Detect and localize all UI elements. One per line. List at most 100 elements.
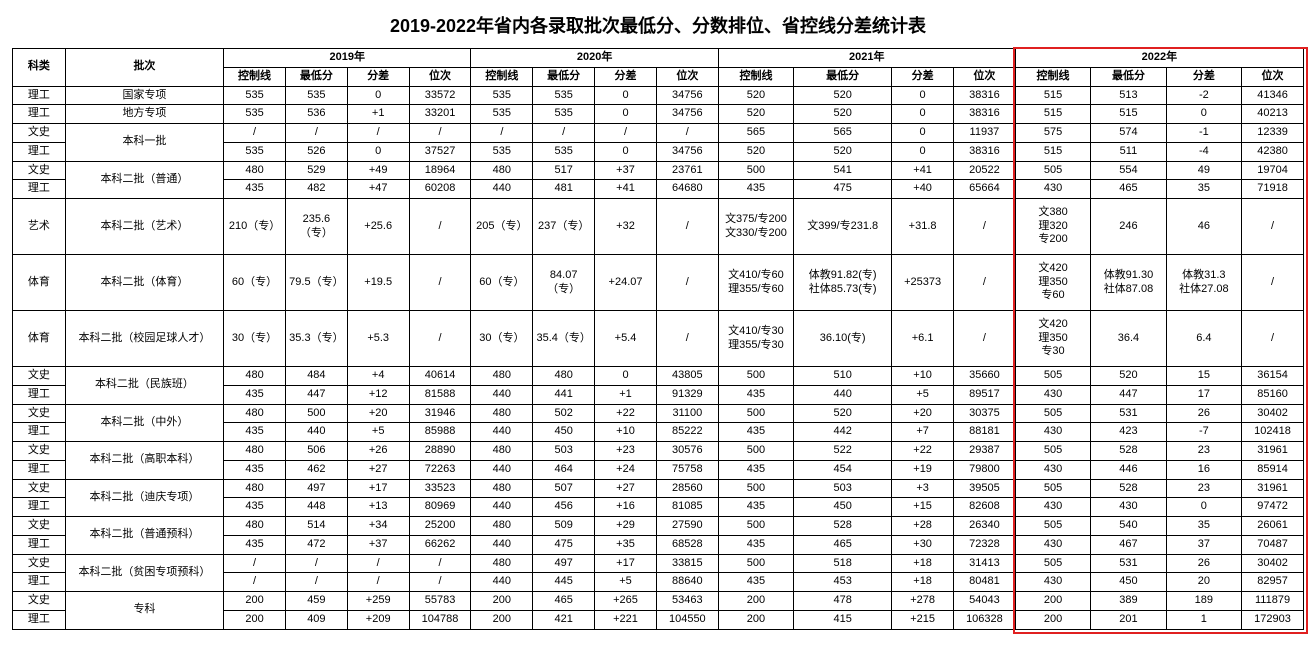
cell-value: 210（专） [224, 199, 286, 255]
cell-value: / [347, 573, 409, 592]
cell-value: 529 [285, 161, 347, 180]
cell-value: 441 [533, 385, 595, 404]
cell-value: 440 [471, 573, 533, 592]
cell-value: 517 [533, 161, 595, 180]
cell-value: 体教91.82(专)社体85.73(专) [794, 255, 892, 311]
cell-value: 480 [471, 404, 533, 423]
cell-value: +37 [347, 535, 409, 554]
table-row: 体育本科二批（体育）60（专）79.5（专）+19.5/60（专）84.07（专… [13, 255, 1304, 311]
cell-value: +20 [892, 404, 954, 423]
cell-batch: 本科二批（校园足球人才） [65, 311, 223, 367]
cell-value: 30402 [1242, 554, 1304, 573]
table-wrap: 科类 批次 2019年 2020年 2021年 2022年 控制线最低分分差位次… [12, 48, 1304, 630]
cell-value: 482 [285, 180, 347, 199]
cell-value: +19 [892, 460, 954, 479]
cell-value: 0 [892, 105, 954, 124]
cell-batch: 本科二批（贫困专项预科） [65, 554, 223, 592]
cell-subject: 理工 [13, 385, 66, 404]
cell-value: 459 [285, 592, 347, 611]
cell-value: 38316 [954, 142, 1016, 161]
cell-value: 27590 [656, 517, 718, 536]
cell-value: / [954, 311, 1016, 367]
table-row: 理工国家专项5355350335725355350347565205200383… [13, 86, 1304, 105]
cell-value: +20 [347, 404, 409, 423]
cell-value: 200 [718, 610, 793, 629]
cell-value: 435 [224, 535, 286, 554]
th-sub: 位次 [1242, 67, 1304, 86]
cell-value: 37527 [409, 142, 471, 161]
cell-value: 23 [1166, 442, 1241, 461]
cell-value: 528 [794, 517, 892, 536]
th-sub: 分差 [1166, 67, 1241, 86]
cell-value: / [409, 573, 471, 592]
cell-value: 513 [1091, 86, 1166, 105]
cell-value: 480 [471, 442, 533, 461]
cell-subject: 文史 [13, 404, 66, 423]
th-sub: 分差 [595, 67, 657, 86]
cell-value: 200 [1015, 610, 1090, 629]
cell-value: 478 [794, 592, 892, 611]
cell-value: 450 [533, 423, 595, 442]
cell-value: 80481 [954, 573, 1016, 592]
cell-value: 450 [1091, 573, 1166, 592]
cell-value: 66262 [409, 535, 471, 554]
cell-value: 535 [224, 105, 286, 124]
cell-value: 68528 [656, 535, 718, 554]
th-sub: 位次 [954, 67, 1016, 86]
cell-value: 515 [1015, 86, 1090, 105]
cell-value: 447 [285, 385, 347, 404]
cell-value: 505 [1015, 479, 1090, 498]
cell-value: +6.1 [892, 311, 954, 367]
cell-value: / [954, 255, 1016, 311]
cell-value: 541 [794, 161, 892, 180]
cell-value: +47 [347, 180, 409, 199]
cell-value: 446 [1091, 460, 1166, 479]
cell-value: 435 [718, 460, 793, 479]
cell-value: +221 [595, 610, 657, 629]
cell-value: 30576 [656, 442, 718, 461]
th-sub: 控制线 [224, 67, 286, 86]
cell-subject: 理工 [13, 423, 66, 442]
cell-value: +15 [892, 498, 954, 517]
cell-value: 30（专） [471, 311, 533, 367]
cell-value: / [1242, 311, 1304, 367]
cell-value: 484 [285, 367, 347, 386]
cell-value: 511 [1091, 142, 1166, 161]
cell-value: 102418 [1242, 423, 1304, 442]
cell-value: / [285, 573, 347, 592]
cell-value: 200 [471, 592, 533, 611]
cell-value: 565 [794, 124, 892, 143]
cell-value: 85988 [409, 423, 471, 442]
cell-value: 25200 [409, 517, 471, 536]
cell-subject: 理工 [13, 105, 66, 124]
cell-value: 20 [1166, 573, 1241, 592]
cell-value: 535 [285, 86, 347, 105]
cell-value: 文420理350专30 [1015, 311, 1090, 367]
cell-value: 480 [471, 367, 533, 386]
cell-value: 480 [224, 517, 286, 536]
cell-value: 89517 [954, 385, 1016, 404]
cell-value: 505 [1015, 554, 1090, 573]
cell-value: 31961 [1242, 479, 1304, 498]
cell-value: 85222 [656, 423, 718, 442]
cell-value: 497 [533, 554, 595, 573]
cell-value: 435 [718, 535, 793, 554]
stats-table: 科类 批次 2019年 2020年 2021年 2022年 控制线最低分分差位次… [12, 48, 1304, 630]
cell-value: 500 [718, 479, 793, 498]
cell-value: 518 [794, 554, 892, 573]
th-sub: 控制线 [1015, 67, 1090, 86]
cell-value: 520 [794, 404, 892, 423]
cell-value: / [595, 124, 657, 143]
cell-batch: 本科二批（民族班） [65, 367, 223, 405]
cell-value: 246 [1091, 199, 1166, 255]
cell-value: -4 [1166, 142, 1241, 161]
cell-value: +41 [892, 161, 954, 180]
cell-batch: 本科二批（普通预科） [65, 517, 223, 555]
cell-value: 54043 [954, 592, 1016, 611]
cell-value: 531 [1091, 404, 1166, 423]
cell-value: 440 [471, 498, 533, 517]
cell-value: / [285, 554, 347, 573]
cell-value: 440 [471, 385, 533, 404]
cell-value: +27 [347, 460, 409, 479]
th-subject: 科类 [13, 49, 66, 87]
